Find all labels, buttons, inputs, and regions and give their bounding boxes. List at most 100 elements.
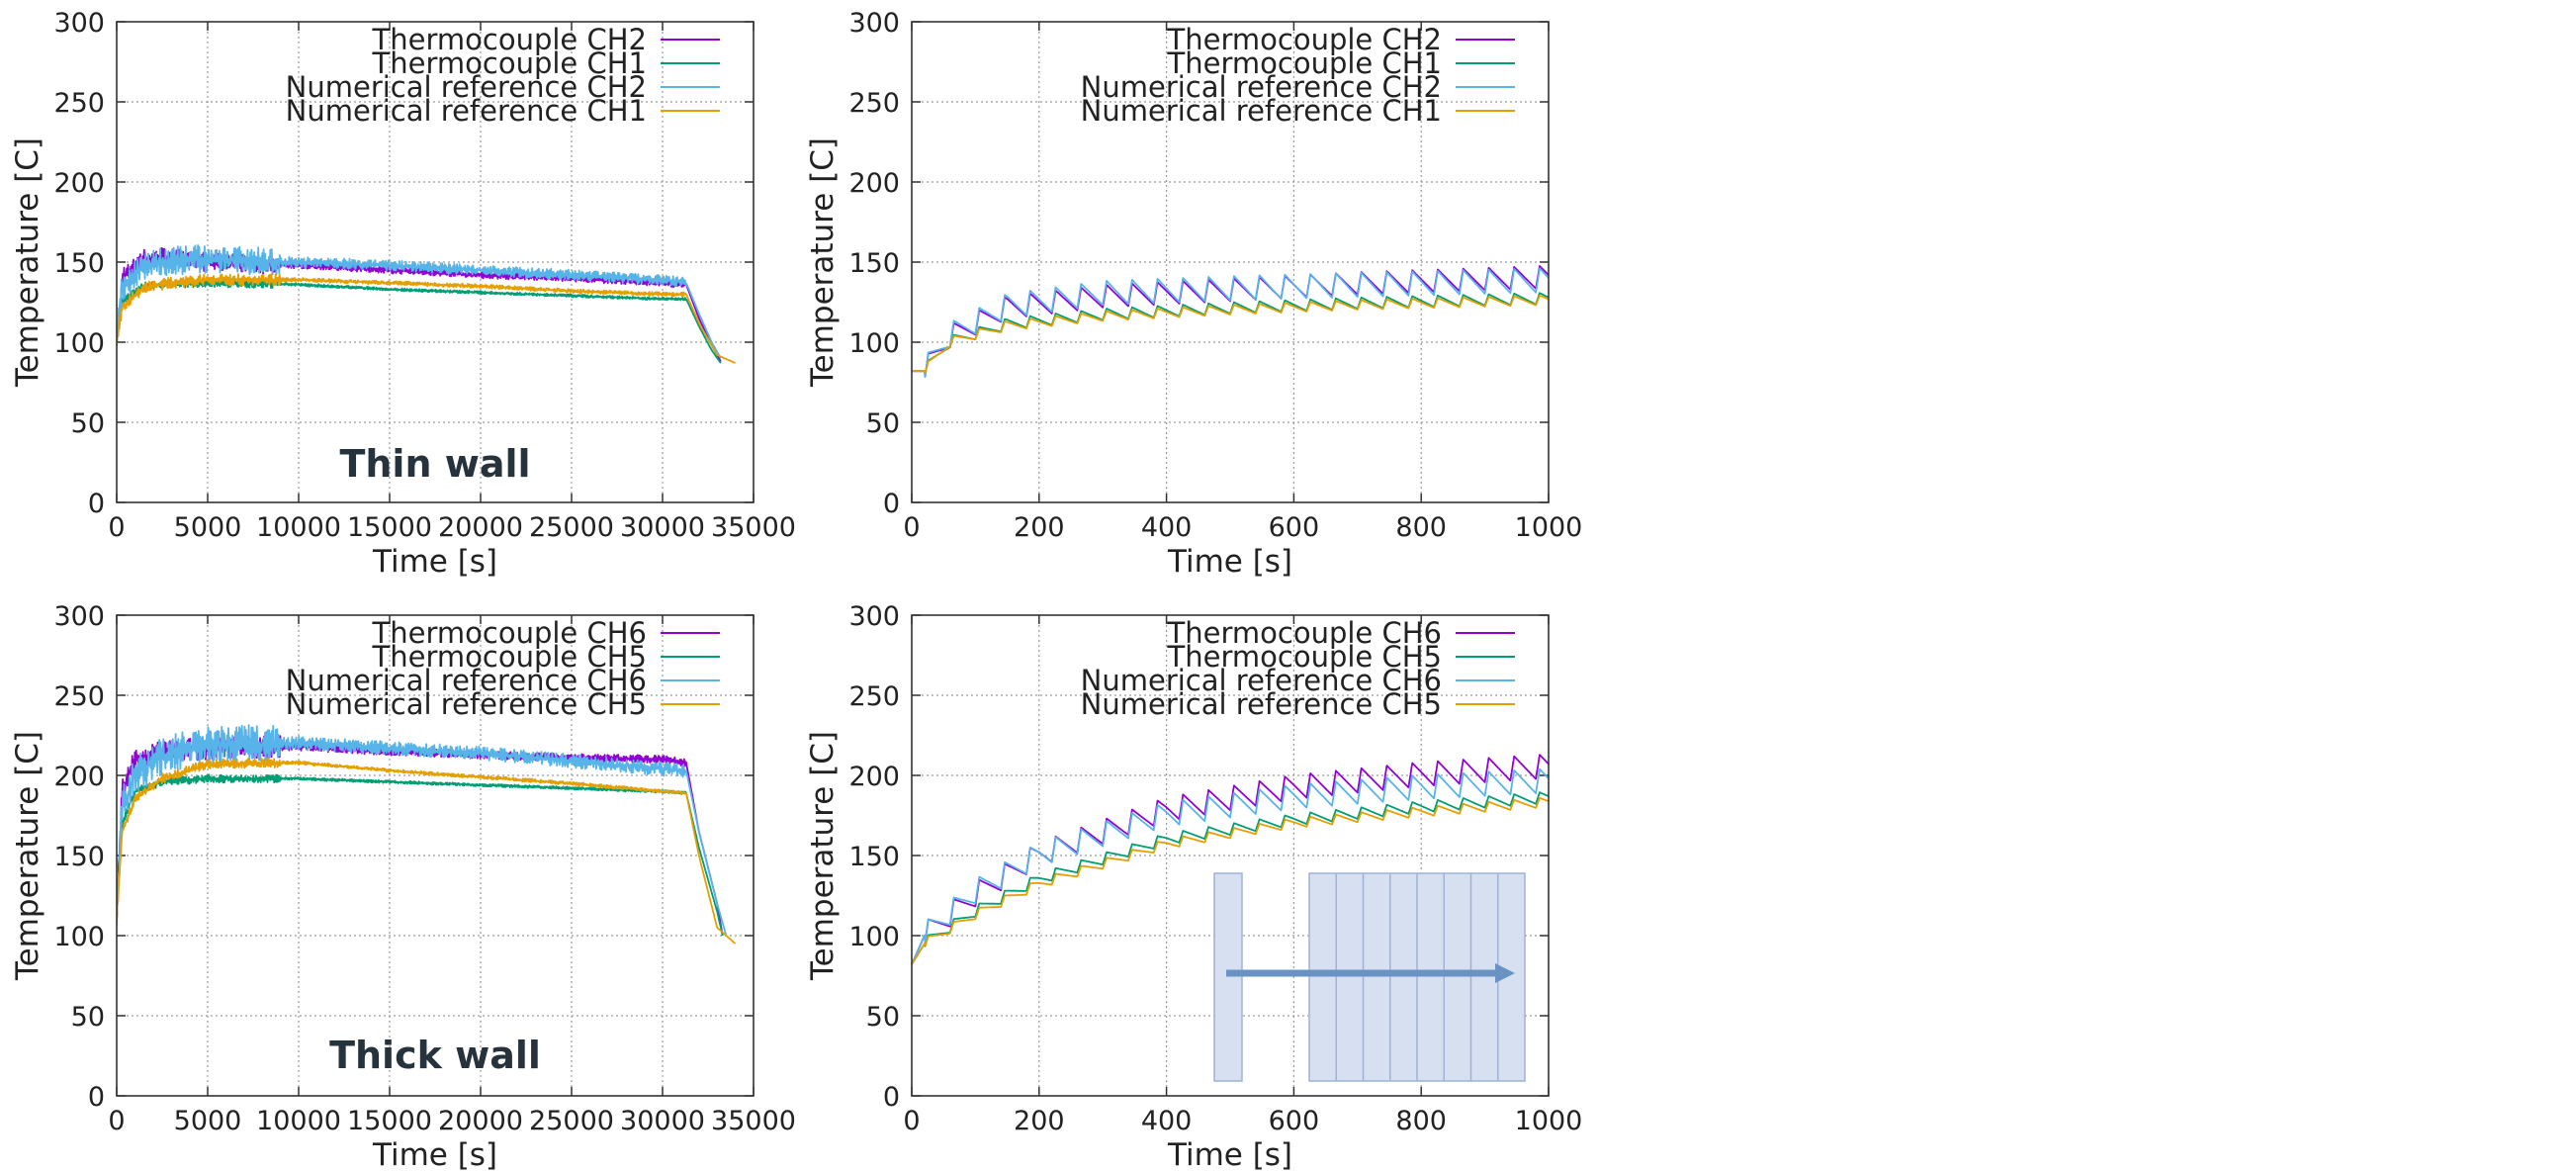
x-tick-label: 10000 xyxy=(256,1106,341,1136)
y-tick-label: 0 xyxy=(88,489,105,519)
x-tick-label: 0 xyxy=(108,1106,125,1136)
y-axis-label: Temperature [C] xyxy=(10,137,45,388)
x-tick-label: 20000 xyxy=(438,1106,523,1136)
y-tick-label: 200 xyxy=(53,168,105,199)
plot-1: 0 5000 10000 15000 20000 25000 30000 35000 0 50 10… xyxy=(10,8,796,580)
y-tick-label: 0 xyxy=(883,1082,900,1113)
series-line-1 xyxy=(912,754,1549,965)
plot-4: 0 200 400 600 800 1000 0 50 100 150 200 250 300 Time … xyxy=(805,601,1582,1172)
legend-label: Thermocouple CH1 xyxy=(1167,46,1442,80)
x-tick-label: 5000 xyxy=(174,512,242,543)
x-tick-label: 35000 xyxy=(711,1106,796,1136)
plot-frame xyxy=(911,21,1550,503)
y-tick-label: 300 xyxy=(53,8,105,39)
inset-schematic xyxy=(1213,872,1526,1082)
y-tick-label: 150 xyxy=(848,248,900,279)
y-axis-label: Temperature [C] xyxy=(10,731,45,981)
legend-label: Numerical reference CH5 xyxy=(286,687,647,721)
y-tick-label: 200 xyxy=(848,762,900,792)
legend-label: Numerical reference CH1 xyxy=(286,94,647,128)
y-tick-label: 100 xyxy=(848,922,900,952)
x-tick-label: 600 xyxy=(1269,512,1320,543)
plot-3: 0 5000 10000 15000 20000 25000 30000 35000 0 50 10… xyxy=(10,601,796,1172)
legend-label: Numerical reference CH6 xyxy=(1081,664,1442,697)
y-tick-label: 250 xyxy=(53,88,105,119)
y-tick-label: 50 xyxy=(71,408,105,439)
legend-label: Thermocouple CH2 xyxy=(372,23,647,56)
series-group xyxy=(117,724,737,945)
series-line-3 xyxy=(117,244,722,359)
y-axis-label: Temperature [C] xyxy=(805,731,841,981)
annotation-label: Thick wall xyxy=(329,1034,541,1077)
legend-label: Thermocouple CH2 xyxy=(1167,23,1442,56)
y-tick-label: 100 xyxy=(848,328,900,359)
x-tick-label: 600 xyxy=(1269,1106,1320,1136)
legend-label: Thermocouple CH6 xyxy=(372,616,647,650)
x-axis-label: Time [s] xyxy=(1167,544,1292,580)
y-tick-label: 300 xyxy=(848,601,900,632)
legend-label: Thermocouple CH6 xyxy=(1167,616,1442,650)
plot-frame xyxy=(911,614,1550,1097)
y-tick-label: 250 xyxy=(848,88,900,119)
x-tick-label: 30000 xyxy=(620,1106,705,1136)
x-tick-label: 800 xyxy=(1395,512,1447,543)
series-line-4 xyxy=(912,797,1549,965)
y-tick-label: 250 xyxy=(848,681,900,712)
y-tick-label: 300 xyxy=(53,601,105,632)
legend-label: Numerical reference CH2 xyxy=(1081,70,1442,104)
y-tick-label: 50 xyxy=(71,1002,105,1033)
series-group xyxy=(912,754,1549,965)
x-tick-label: 200 xyxy=(1014,1106,1065,1136)
x-tick-label: 25000 xyxy=(529,512,614,543)
y-tick-label: 0 xyxy=(88,1082,105,1113)
y-tick-label: 100 xyxy=(53,328,105,359)
x-tick-label: 1000 xyxy=(1515,1106,1583,1136)
x-tick-label: 10000 xyxy=(256,512,341,543)
x-axis-label: Time [s] xyxy=(1167,1137,1292,1172)
y-tick-label: 50 xyxy=(866,408,900,439)
series-group xyxy=(912,265,1549,379)
series-line-4 xyxy=(117,758,737,945)
y-tick-label: 300 xyxy=(848,8,900,39)
y-tick-label: 150 xyxy=(53,842,105,872)
x-tick-label: 15000 xyxy=(347,512,432,543)
y-tick-label: 100 xyxy=(53,922,105,952)
legend-label: Thermocouple CH5 xyxy=(372,640,647,674)
series-line-1 xyxy=(117,246,722,362)
legend-label: Numerical reference CH2 xyxy=(286,70,647,104)
x-axis-label: Time [s] xyxy=(372,544,497,580)
plot-frame xyxy=(116,614,755,1097)
annotation-label: Thin wall xyxy=(339,442,530,486)
x-tick-label: 5000 xyxy=(174,1106,242,1136)
y-tick-label: 50 xyxy=(866,1002,900,1033)
legend-label: Numerical reference CH1 xyxy=(1081,94,1442,128)
y-tick-label: 200 xyxy=(848,168,900,199)
x-tick-label: 400 xyxy=(1141,1106,1193,1136)
y-axis-label: Temperature [C] xyxy=(805,137,841,388)
x-tick-label: 15000 xyxy=(347,1106,432,1136)
x-tick-label: 1000 xyxy=(1515,512,1583,543)
series-line-2 xyxy=(117,278,722,364)
x-axis-label: Time [s] xyxy=(372,1137,497,1172)
inset-arrow-head xyxy=(1495,963,1515,983)
legend-label: Thermocouple CH5 xyxy=(1167,640,1442,674)
y-tick-label: 200 xyxy=(53,762,105,792)
legend-label: Numerical reference CH5 xyxy=(1081,687,1442,721)
x-tick-label: 200 xyxy=(1014,512,1065,543)
inset-thin-plate xyxy=(1213,872,1243,1082)
x-tick-label: 0 xyxy=(903,512,920,543)
series-line-3 xyxy=(117,724,728,937)
series-line-2 xyxy=(117,773,724,937)
x-tick-label: 35000 xyxy=(711,512,796,543)
plot-frame xyxy=(116,21,755,503)
series-line-2 xyxy=(912,791,1549,965)
series-group xyxy=(117,244,736,364)
x-tick-label: 25000 xyxy=(529,1106,614,1136)
series-line-3 xyxy=(912,267,1549,379)
plot-2: 0 200 400 600 800 1000 0 50 100 150 200 250 300 Time … xyxy=(805,8,1582,580)
y-tick-label: 150 xyxy=(848,842,900,872)
legend-label: Numerical reference CH6 xyxy=(286,664,647,697)
series-line-4 xyxy=(912,294,1549,375)
x-tick-label: 0 xyxy=(108,512,125,543)
